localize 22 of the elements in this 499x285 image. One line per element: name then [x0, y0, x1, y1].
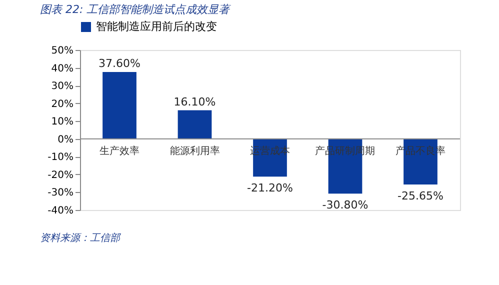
y-tick-label: 30%	[51, 81, 74, 92]
y-tick-label: 0%	[58, 134, 74, 146]
y-tick-label: -40%	[48, 206, 74, 216]
legend-label: 智能制造应用前后的改变	[96, 20, 217, 33]
chart-title: 图表 22: 工信部智能制造试点成效显著	[40, 3, 232, 16]
y-tick-label: 10%	[51, 116, 74, 128]
y-tick-label: -30%	[48, 188, 74, 199]
text: 37.60%	[98, 57, 140, 70]
text: -21.20%	[247, 182, 293, 195]
y-tick-label: 40%	[51, 63, 74, 74]
text: 16.10%	[174, 95, 216, 108]
y-tick-label: 20%	[51, 98, 74, 110]
x-tick-label: 生产效率	[100, 144, 140, 157]
text: -25.65%	[398, 189, 444, 202]
bar	[102, 72, 136, 139]
text: -30.80%	[322, 198, 368, 212]
y-tick-label: 50%	[51, 46, 74, 56]
text: 资料来源：工信部	[40, 232, 122, 244]
y-tick-label: -10%	[48, 152, 74, 164]
bar	[178, 110, 212, 139]
y-tick-label: -20%	[48, 170, 74, 181]
x-tick-label: 能源利用率	[170, 144, 220, 157]
